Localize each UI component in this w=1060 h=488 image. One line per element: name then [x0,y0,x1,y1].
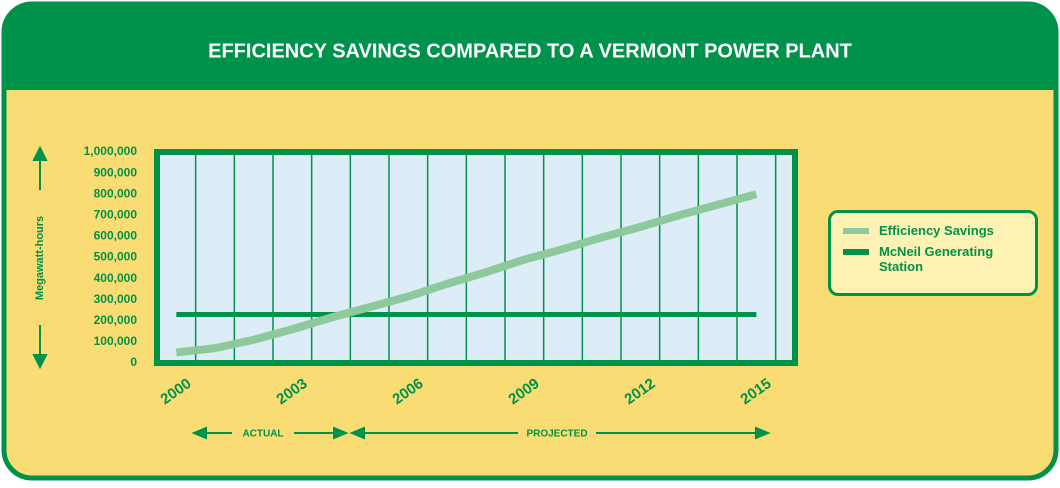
y-tick-label: 300,000 [94,292,138,306]
y-tick-label: 400,000 [94,271,138,285]
annotation: PROJECTED [526,429,587,440]
legend-swatch [843,228,869,234]
y-tick-label: 500,000 [94,250,138,264]
y-tick-label: 1,000,000 [84,144,138,158]
y-tick-label: 800,000 [94,186,138,200]
y-arrow [32,145,48,370]
series-line [175,190,758,357]
annotation: ACTUAL [242,429,283,440]
y-tick-label: 0 [130,355,137,369]
y-tick-label: 200,000 [94,313,138,327]
plot-area [157,152,795,363]
y-tick-label: 600,000 [94,229,138,243]
chart-title: EFFICIENCY SAVINGS COMPARED TO A VERMONT… [208,40,852,62]
legend-label: Efficiency Savings [879,223,994,238]
y-tick-label: 900,000 [94,165,138,179]
header [6,6,1054,90]
plot-border [154,149,798,366]
legend-swatch [843,249,869,255]
legend-label: McNeil Generating Station [879,244,994,274]
legend-item: Efficiency Savings [839,223,1027,238]
y-axis-label: Megawatt-hours [34,216,46,300]
range-arrows [191,426,771,440]
legend: Efficiency Savings McNeil Generating Stat… [828,210,1038,296]
y-tick-label: 700,000 [94,207,138,221]
y-tick-label: 100,000 [94,334,138,348]
legend-item: McNeil Generating Station [839,244,1027,274]
